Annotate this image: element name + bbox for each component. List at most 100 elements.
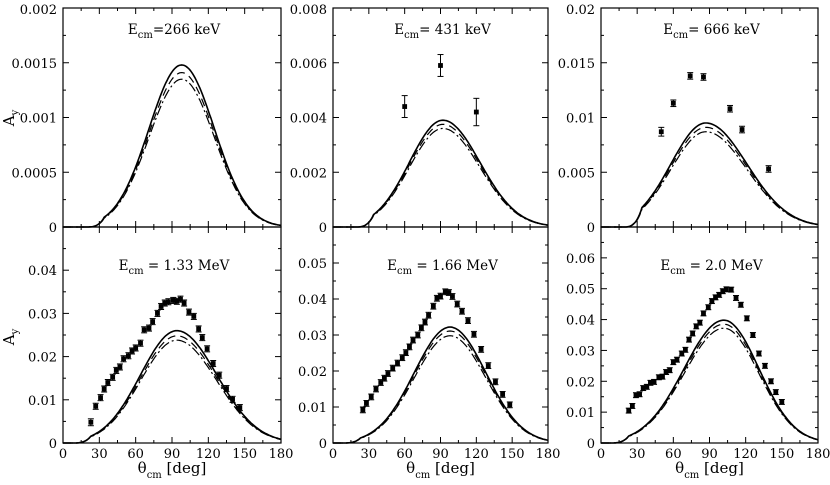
data-point [410, 337, 416, 343]
y-tick-label: 0.01 [566, 112, 595, 127]
theory-curves [333, 119, 549, 228]
y-tick-label: 0.02 [298, 365, 327, 380]
theory-curves [63, 329, 282, 444]
theory-curve-dash-dot [601, 327, 819, 444]
energy-label: Ecm = 1.33 MeV [119, 258, 230, 277]
x-tick-label: 120 [464, 447, 489, 462]
energy-label: Ecm=266 keV [128, 22, 220, 41]
theory-curve-dashed [333, 330, 549, 444]
data-point [701, 311, 706, 316]
y-tick-label: 0.0015 [12, 57, 58, 72]
y-tick-label: 0 [49, 221, 57, 236]
panel-2: 0 0.002 0.004 0.006 0.008 Ecm= 431 keV [290, 3, 549, 236]
y-tick-label: 0.02 [566, 3, 595, 18]
data-point [117, 364, 123, 370]
data-point [395, 360, 400, 366]
data-point [121, 356, 126, 362]
x-tick-label: 30 [91, 447, 108, 462]
axis-frame [62, 7, 282, 228]
y-tick-label: 0.04 [28, 264, 57, 279]
y-tick-label: 0 [319, 221, 327, 236]
data-point [723, 286, 729, 292]
data-point [105, 380, 111, 385]
data-point [651, 379, 657, 385]
data-point [138, 340, 143, 346]
y-tick-label: 0 [319, 437, 327, 452]
data-point [660, 374, 665, 380]
data-point [727, 106, 733, 112]
data-point [199, 335, 205, 340]
theory-curve-dash-dot [63, 78, 282, 228]
theory-curve-solid [601, 319, 819, 444]
theory-curve-solid [333, 326, 549, 444]
x-axis-title: θcm [deg] [138, 459, 207, 481]
data-point [141, 327, 147, 333]
data-point [686, 337, 692, 343]
y-tick-label: 0.01 [28, 394, 57, 409]
data-point [110, 374, 116, 380]
x-tick-label: 150 [232, 447, 257, 462]
y-axis-title: Ay [0, 328, 21, 346]
data-point [478, 347, 484, 352]
data-point [210, 361, 216, 366]
y-tick-label: 0.01 [566, 406, 595, 421]
x-tick-label: 60 [396, 447, 413, 462]
theory-curve-dash-dot [333, 335, 549, 444]
data-point [101, 386, 107, 392]
y-tick-label: 0.002 [290, 166, 327, 181]
data-point [768, 378, 774, 384]
data-point [113, 368, 119, 373]
data-point [744, 315, 750, 321]
data-point [174, 298, 180, 304]
y-tick-label: 0.004 [290, 112, 327, 127]
data-point [687, 73, 693, 79]
theory-curves [333, 326, 549, 444]
data-points [625, 286, 785, 414]
data-point [773, 389, 779, 395]
data-point [450, 294, 455, 299]
data-point [155, 311, 160, 316]
data-point [500, 392, 506, 397]
data-point [637, 391, 642, 397]
data-point [693, 323, 699, 329]
x-tick-label: 180 [536, 447, 561, 462]
data-point [88, 419, 94, 425]
data-point [705, 304, 711, 310]
y-tick-label: 0.04 [566, 314, 595, 329]
x-tick-label: 120 [733, 447, 758, 462]
data-point [697, 320, 703, 326]
data-point [507, 402, 513, 408]
data-point [690, 331, 696, 336]
y-tick-label: 0.001 [20, 112, 57, 127]
data-point [626, 408, 632, 413]
theory-curve-solid [333, 119, 549, 228]
data-point [766, 166, 771, 172]
energy-label: Ecm= 666 keV [663, 22, 760, 41]
data-point [644, 384, 650, 390]
data-point [728, 287, 734, 293]
data-point [381, 375, 387, 381]
data-point [390, 365, 396, 371]
panel-4: 0 30 60 90 120 150 180 0 0.01 0.02 0.03 0.04 Ecm = 1… [28, 226, 294, 481]
data-point [158, 304, 164, 309]
theory-curve-dash-dot [601, 131, 819, 228]
x-axis-title: θcm [deg] [406, 459, 475, 481]
data-point [442, 289, 448, 295]
data-point [674, 357, 680, 363]
x-tick-label: 180 [269, 447, 294, 462]
x-tick-label: 0 [597, 447, 605, 462]
data-point [186, 309, 192, 315]
data-point [756, 351, 762, 356]
data-point [237, 405, 243, 410]
data-point [459, 308, 465, 314]
data-point [656, 374, 662, 380]
data-point [402, 104, 408, 109]
data-points [658, 72, 772, 173]
data-point [750, 332, 756, 338]
data-point [418, 325, 424, 331]
data-point [170, 298, 176, 303]
data-point [204, 346, 210, 352]
y-tick-label: 0.06 [566, 252, 595, 267]
theory-curves [63, 64, 282, 228]
y-tick-label: 0.02 [566, 375, 595, 390]
